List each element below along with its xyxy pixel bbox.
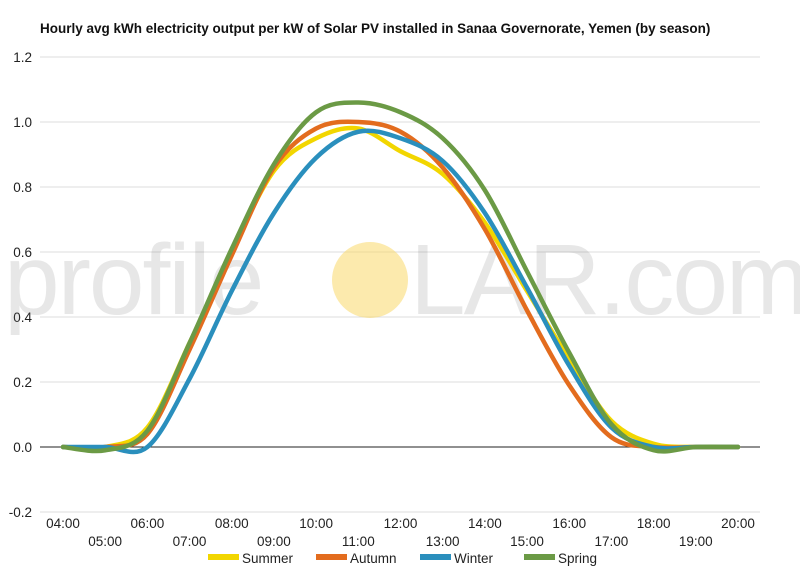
x-tick-label: 18:00 (637, 516, 671, 531)
x-tick-label: 08:00 (215, 516, 249, 531)
series-lines (60, 100, 741, 455)
x-tick-label: 20:00 (721, 516, 755, 531)
y-tick-label: 0.0 (13, 440, 32, 455)
legend-label: Winter (454, 551, 494, 566)
legend-label: Spring (558, 551, 597, 566)
legend-item-spring: Spring (524, 551, 597, 566)
x-tick-label: 16:00 (552, 516, 586, 531)
legend-item-winter: Winter (420, 551, 494, 566)
legend-swatch (316, 554, 347, 560)
y-tick-label: 0.4 (13, 310, 32, 325)
legend-swatch (524, 554, 555, 560)
x-tick-label: 04:00 (46, 516, 80, 531)
x-tick-label: 06:00 (130, 516, 164, 531)
x-tick-label: 15:00 (510, 534, 544, 549)
y-tick-label: -0.2 (9, 505, 32, 520)
y-tick-label: 0.2 (13, 375, 32, 390)
x-tick-label: 14:00 (468, 516, 502, 531)
y-tick-label: 1.0 (13, 115, 32, 130)
x-tick-label: 17:00 (595, 534, 629, 549)
y-tick-label: 1.2 (13, 50, 32, 65)
series-line-spring (60, 100, 741, 454)
y-tick-label: 0.6 (13, 245, 32, 260)
legend-swatch (208, 554, 239, 560)
x-tick-label: 11:00 (342, 534, 375, 549)
chart-title: Hourly avg kWh electricity output per kW… (40, 21, 710, 36)
x-tick-label: 12:00 (384, 516, 418, 531)
watermark-sun-icon (332, 242, 408, 318)
y-axis-ticks: -0.2 0.0 0.2 0.4 0.6 0.8 1.0 1.2 (9, 50, 33, 520)
x-tick-label: 19:00 (679, 534, 713, 549)
x-tick-label: 13:00 (426, 534, 460, 549)
x-tick-label: 07:00 (173, 534, 207, 549)
legend-item-summer: Summer (208, 551, 294, 566)
legend-swatch (420, 554, 451, 560)
legend-item-autumn: Autumn (316, 551, 397, 566)
legend-label: Autumn (350, 551, 397, 566)
legend: Summer Autumn Winter Spring (208, 551, 597, 566)
legend-label: Summer (242, 551, 294, 566)
watermark-left-text: profile (4, 224, 262, 336)
y-tick-label: 0.8 (13, 180, 32, 195)
watermark-right-text: LAR.com (410, 224, 800, 336)
x-tick-label: 09:00 (257, 534, 291, 549)
x-axis-ticks: 04:00 05:00 06:00 07:00 08:00 09:00 10:00 11:00… (46, 516, 755, 549)
series-line-autumn (60, 119, 741, 451)
watermark: profile LAR.com (4, 224, 800, 336)
x-tick-label: 10:00 (299, 516, 333, 531)
x-tick-label: 05:00 (88, 534, 122, 549)
